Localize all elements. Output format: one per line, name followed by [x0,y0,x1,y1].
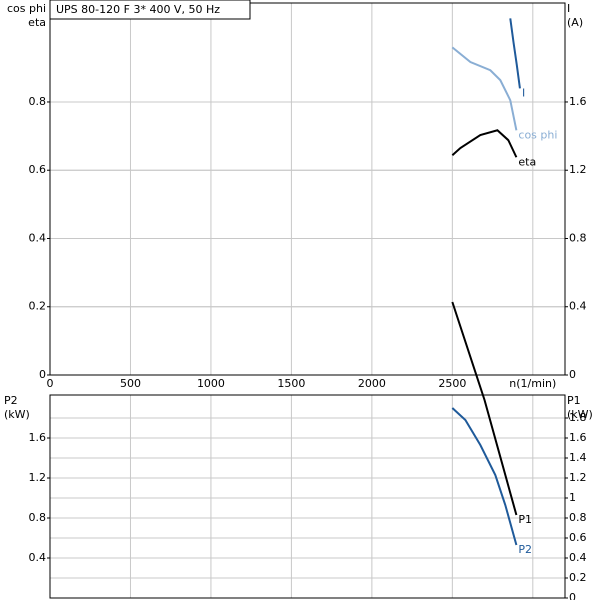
y-axis-label: eta [28,16,46,29]
y2-tick-label: 0 [569,591,576,600]
y2-tick-label: 0 [569,368,576,381]
x-tick-label: n(1/min) [509,377,556,390]
curve-label: I [522,86,525,99]
y2-tick-label: 0.4 [569,551,587,564]
y-tick-label: 1.6 [29,431,47,444]
y2-tick-label: 0.8 [569,511,587,524]
grid [49,3,565,376]
x-tick-label: 1500 [277,377,305,390]
curve [451,46,518,131]
y2-tick-label: 1.6 [569,95,587,108]
y2-tick-label: 1.4 [569,451,587,464]
x-tick-label: 1000 [197,377,225,390]
curve-label: P2 [518,543,532,556]
curve [451,407,518,546]
x-tick-label: 2000 [358,377,386,390]
y-tick-label: 0.6 [29,163,47,176]
grid [49,395,565,599]
curve-label: eta [518,155,536,168]
plot-frame [49,2,566,376]
y-tick-label: 0.8 [29,511,47,524]
y2-axis-label: I [567,2,570,15]
y2-tick-label: 0.6 [569,531,587,544]
y2-axis-label: (kW) [567,408,593,421]
x-tick-label: 0 [47,377,54,390]
x-tick-label: 2500 [438,377,466,390]
y-tick-label: 0.8 [29,95,47,108]
title-box [49,0,251,20]
y2-tick-label: 0.4 [569,300,587,313]
y2-axis-label: (A) [567,16,583,29]
y2-tick-label: 1.2 [569,471,587,484]
chart-title: UPS 80-120 F 3* 400 V, 50 Hz [56,3,220,16]
y-tick-label: 1.2 [29,471,47,484]
y2-tick-label: 1 [569,491,576,504]
y-tick-label: 0 [39,368,46,381]
y2-axis-label: P1 [567,394,581,407]
y2-tick-label: 1.8 [569,411,587,424]
y-axis-label: P2 [4,394,18,407]
curve [509,18,521,89]
y2-tick-label: 1.2 [569,163,587,176]
y-tick-label: 0.4 [29,551,47,564]
y-tick-label: 0.2 [29,300,47,313]
y2-tick-label: 1.6 [569,431,587,444]
y-tick-label: 0.4 [29,231,47,244]
curve [451,301,518,516]
plot-frame [49,394,566,599]
y2-tick-label: 0.8 [569,231,587,244]
curve [451,129,518,158]
y-axis-label: (kW) [4,408,30,421]
curve-label: cos phi [518,128,557,141]
curve-label: P1 [518,513,532,526]
y2-tick-label: 0.2 [569,571,587,584]
y-axis-label: cos phi [7,2,46,15]
x-tick-label: 500 [120,377,141,390]
